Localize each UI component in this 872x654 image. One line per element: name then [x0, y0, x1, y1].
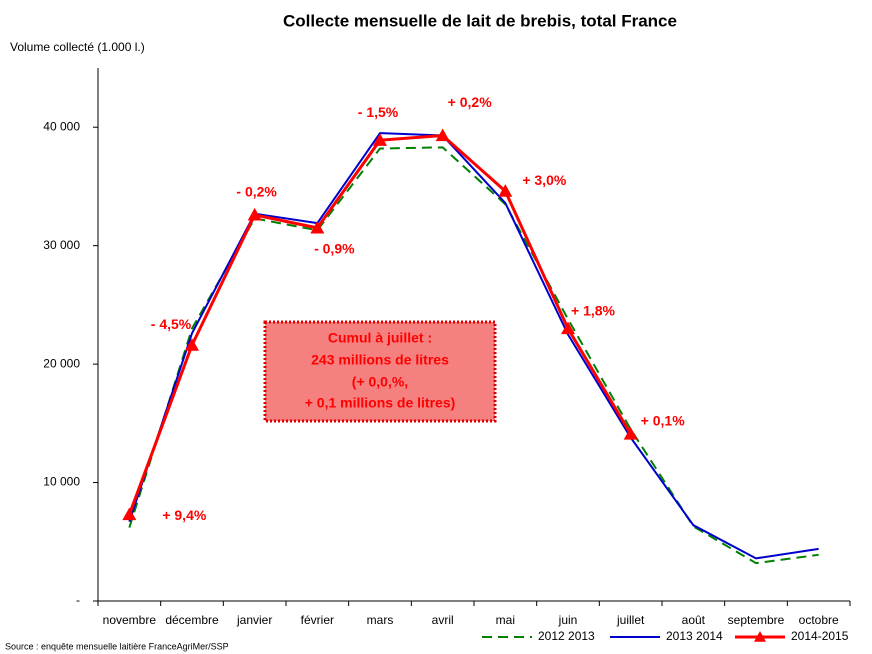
box-text: (+ 0,0,%,: [352, 374, 408, 390]
y-tick-label: 10 000: [43, 475, 80, 489]
box-text: Cumul à juillet :: [328, 330, 432, 346]
marker: [373, 133, 387, 146]
x-tick-label: mai: [496, 613, 515, 627]
y-tick-label: 20 000: [43, 356, 80, 370]
x-tick-label: avril: [432, 613, 454, 627]
annotation: + 0,1%: [641, 413, 686, 429]
annotation: + 0,2%: [448, 94, 493, 110]
y-tick-label: -: [76, 593, 80, 607]
marker: [561, 321, 575, 335]
y-axis-label: Volume collecté (1.000 l.): [10, 40, 145, 54]
annotation: - 4,5%: [151, 316, 192, 332]
y-tick-label: 30 000: [43, 238, 80, 252]
x-tick-label: février: [301, 613, 334, 627]
x-tick-label: août: [682, 613, 706, 627]
annotation: - 1,5%: [358, 104, 399, 120]
x-tick-label: décembre: [165, 613, 219, 627]
legend-label: 2014-2015: [791, 629, 849, 643]
annotation: + 3,0%: [522, 172, 567, 188]
summary-box: [263, 320, 497, 423]
annotation: - 0,9%: [314, 241, 355, 257]
marker: [185, 338, 199, 351]
source: Source : enquête mensuelle laitière Fran…: [5, 641, 229, 651]
marker: [435, 128, 450, 142]
x-tick-label: novembre: [103, 613, 157, 627]
marker: [623, 426, 638, 440]
x-tick-label: juin: [558, 613, 578, 627]
annotation: + 9,4%: [162, 507, 207, 523]
legend-label: 2013 2014: [666, 629, 723, 643]
chart-title: Collecte mensuelle de lait de brebis, to…: [283, 11, 677, 30]
marker: [498, 184, 513, 197]
x-tick-label: janvier: [236, 613, 272, 627]
legend-label: 2012 2013: [538, 629, 595, 643]
marker: [247, 207, 262, 221]
annotation: - 0,2%: [236, 184, 277, 200]
y-tick-label: 40 000: [43, 119, 80, 133]
annotation: + 1,8%: [571, 302, 616, 318]
legend-marker: [754, 631, 766, 642]
marker: [122, 507, 137, 521]
x-tick-label: juillet: [616, 613, 645, 627]
box-text: 243 millions de litres: [311, 352, 449, 368]
box-text: + 0,1 millions de litres): [305, 395, 456, 411]
x-tick-label: mars: [367, 613, 394, 627]
marker: [310, 220, 325, 234]
x-tick-label: octobre: [799, 613, 839, 627]
x-tick-label: septembre: [728, 613, 785, 627]
